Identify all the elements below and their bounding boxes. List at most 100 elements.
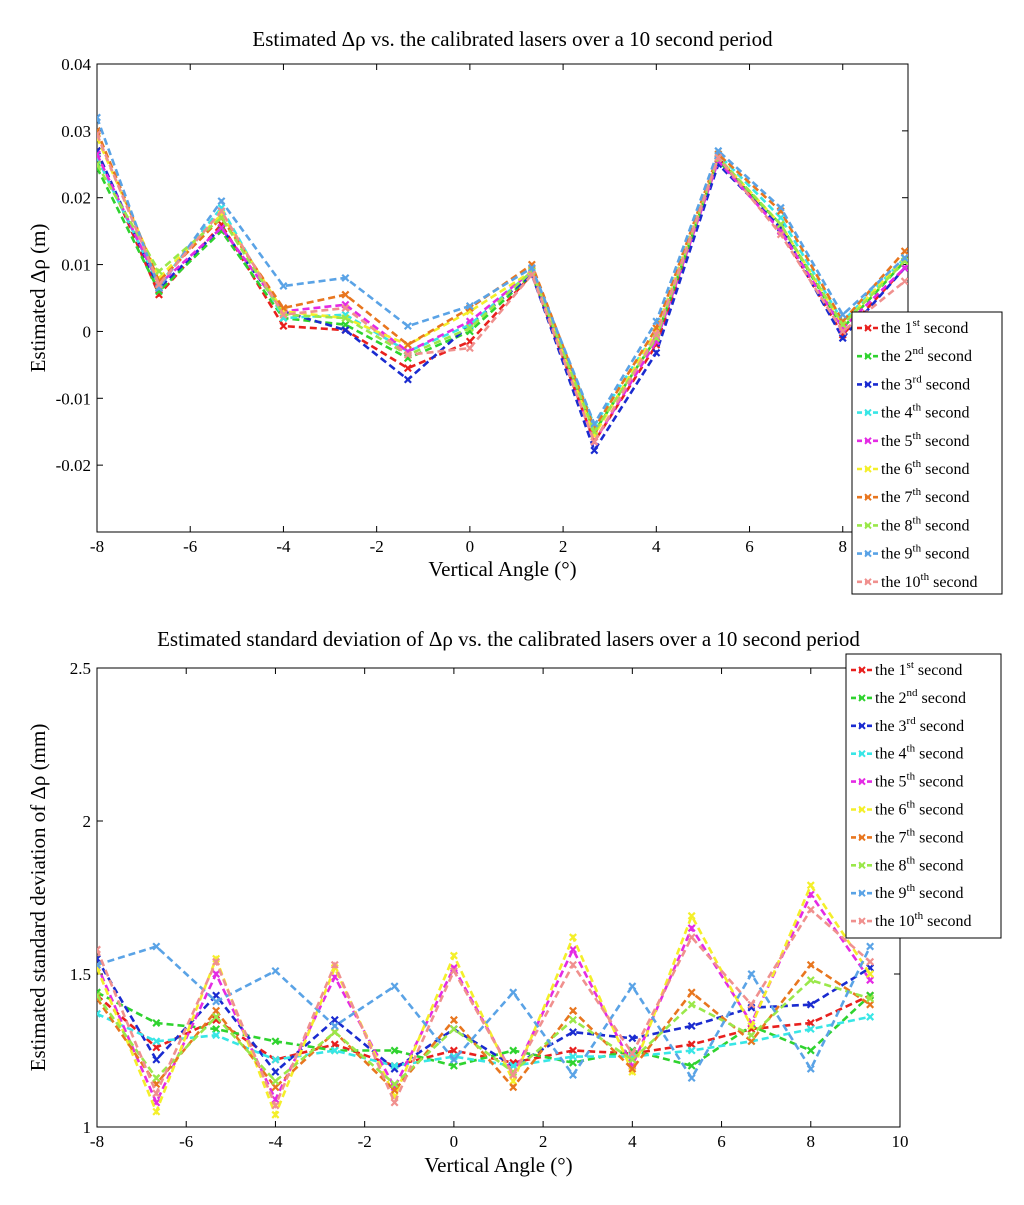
top-data-point: [465, 317, 474, 326]
top-legend-marker: [864, 324, 872, 332]
bottom-data-point: [687, 1061, 696, 1070]
top-data-point: [403, 350, 412, 359]
bottom-data-point: [449, 1025, 458, 1034]
top-data-point: [838, 334, 847, 343]
bottom-data-point: [687, 988, 696, 997]
bottom-series-line: [97, 978, 871, 1086]
top-x-tick-label: 0: [466, 537, 475, 556]
bottom-data-point: [866, 976, 875, 985]
top-legend: the 1st second the 2nd second the 3rd seco…: [851, 311, 1003, 595]
bottom-data-point: [390, 1086, 399, 1095]
bottom-data-point: [97, 991, 101, 1000]
top-series-9: [97, 113, 908, 428]
bottom-legend-marker: [858, 694, 866, 702]
bottom-legend-label: the 9th second: [875, 882, 964, 902]
chart-top-estimated-delta-rho: Estimated Δρ vs. the calibrated lasers o…: [0, 0, 1024, 600]
bottom-plot-frame: [96, 667, 901, 1128]
top-legend-item: the 1st second: [857, 317, 968, 337]
bottom-data-point: [97, 960, 101, 969]
top-legend-marker: [864, 493, 872, 501]
bottom-data-point: [569, 933, 577, 942]
bottom-legend-label: the 10th second: [875, 910, 972, 930]
top-data-point: [714, 153, 723, 162]
bottom-data-point: [687, 924, 696, 933]
bottom-data-point: [569, 960, 577, 969]
bottom-data-point: [806, 960, 815, 969]
bottom-data-point: [212, 1031, 221, 1040]
top-data-point: [97, 160, 101, 169]
bottom-data-point: [806, 1018, 815, 1027]
bottom-x-tick-label: -2: [358, 1132, 372, 1151]
top-legend-item: the 5th second: [857, 430, 970, 450]
bottom-series-5: [97, 890, 875, 1107]
chart-bottom-svg: Estimated standard deviation of Δρ vs. t…: [26, 627, 1002, 1177]
bottom-legend-marker: [858, 861, 866, 870]
top-data-point: [527, 270, 536, 279]
bottom-data-point: [569, 1015, 577, 1024]
bottom-data-point: [687, 1046, 696, 1055]
bottom-data-point: [152, 1037, 161, 1046]
bottom-legend-item: the 3rd second: [851, 715, 964, 735]
bottom-data-point: [271, 1067, 280, 1076]
top-legend-item: the 2nd second: [857, 345, 972, 365]
bottom-legend-item: the 4th second: [851, 743, 964, 763]
top-data-point: [155, 280, 163, 289]
top-y-tick-label: -0.01: [56, 389, 91, 408]
top-data-point: [279, 322, 288, 331]
bottom-legend-marker: [858, 749, 866, 758]
bottom-x-axis-label: Vertical Angle (°): [424, 1153, 572, 1177]
bottom-data-point: [628, 1034, 637, 1043]
top-x-tick-label: -2: [370, 537, 384, 556]
top-data-point: [403, 364, 412, 373]
top-series-line: [97, 150, 906, 445]
top-data-point: [776, 203, 785, 212]
top-x-tick-label: 6: [745, 537, 754, 556]
top-data-point: [155, 267, 163, 276]
top-data-point: [341, 326, 350, 335]
bottom-data-point: [212, 991, 221, 1000]
top-series-10: [97, 130, 908, 446]
top-x-tick-label: -6: [183, 537, 197, 556]
top-data-point: [341, 304, 350, 313]
top-y-tick-label: 0.01: [61, 256, 91, 275]
bottom-data-point: [569, 1006, 577, 1015]
top-series-7: [97, 126, 908, 433]
bottom-data-point: [509, 1046, 518, 1055]
bottom-legend-marker: [858, 777, 866, 786]
bottom-legend-item: the 2nd second: [851, 687, 966, 707]
bottom-data-point: [271, 1077, 280, 1086]
bottom-legend-item: the 1st second: [851, 659, 962, 679]
bottom-x-tick-label: -6: [179, 1132, 193, 1151]
bottom-data-point: [687, 1040, 696, 1049]
top-y-tick-label: 0.02: [61, 189, 91, 208]
bottom-data-point: [330, 1046, 339, 1055]
bottom-data-point: [569, 1052, 577, 1061]
bottom-legend-item: the 6th second: [851, 799, 964, 819]
bottom-data-point: [449, 1061, 458, 1070]
top-series-line: [97, 155, 906, 435]
bottom-x-tick-label: 0: [450, 1132, 459, 1151]
top-data-point: [217, 207, 226, 216]
top-data-point: [403, 322, 412, 331]
bottom-x-tick-label: -4: [268, 1132, 283, 1151]
bottom-data-point: [569, 1046, 577, 1055]
bottom-data-point: [152, 1074, 161, 1083]
top-plot-frame: [96, 63, 909, 533]
top-y-tick-label: 0.03: [61, 122, 91, 141]
top-data-point: [403, 340, 412, 349]
bottom-data-point: [747, 970, 756, 978]
bottom-data-point: [271, 1110, 280, 1119]
bottom-series-line: [97, 945, 872, 1081]
bottom-x-tick-label: 8: [807, 1132, 816, 1151]
bottom-series-8: [97, 976, 875, 1089]
bottom-legend: the 1st second the 2nd second the 3rd seco…: [845, 653, 1002, 939]
top-series-8: [97, 153, 908, 436]
bottom-data-point: [152, 942, 161, 951]
top-data-point: [652, 330, 661, 339]
bottom-y-tick-label: 1: [83, 1118, 92, 1137]
bottom-data-point: [212, 997, 221, 1006]
top-legend-marker: [864, 465, 872, 473]
top-legend-marker: [864, 578, 872, 586]
bottom-data-point: [152, 1089, 161, 1098]
top-legend-label: the 7th second: [881, 486, 970, 506]
